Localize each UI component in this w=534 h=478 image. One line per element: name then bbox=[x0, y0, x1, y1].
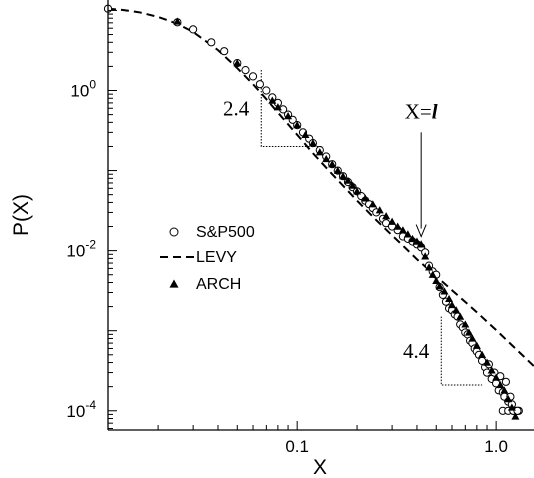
legend-label: S&P500 bbox=[196, 224, 255, 241]
arch-point bbox=[173, 17, 182, 25]
arch-point bbox=[393, 222, 402, 230]
legend-label: LEVY bbox=[196, 249, 237, 266]
arch-point bbox=[421, 252, 430, 260]
arch-point bbox=[487, 366, 496, 374]
arch-point bbox=[492, 373, 501, 381]
arch-point bbox=[301, 130, 310, 138]
levy-series bbox=[107, 7, 534, 367]
arch-point bbox=[361, 194, 370, 202]
arch-point bbox=[456, 312, 465, 320]
arch-point bbox=[504, 395, 513, 403]
arch-point bbox=[268, 96, 277, 104]
arch-point bbox=[461, 320, 470, 328]
slope-label-left: 2.4 bbox=[223, 96, 250, 120]
arch-point bbox=[507, 403, 516, 411]
arch-point bbox=[496, 380, 505, 389]
y-tick-label: 10-2 bbox=[66, 238, 96, 261]
slope-triangle-left bbox=[260, 70, 324, 147]
arch-point bbox=[328, 160, 337, 168]
arch-point bbox=[447, 300, 456, 309]
x-axis-title: X bbox=[313, 456, 327, 478]
arch-point bbox=[284, 112, 293, 120]
arch-point bbox=[308, 139, 317, 147]
arch-point bbox=[353, 187, 362, 195]
arch-point bbox=[425, 263, 434, 271]
y-tick-label: 100 bbox=[70, 77, 96, 100]
crossover-arrowhead bbox=[415, 224, 427, 238]
arch-point bbox=[472, 341, 481, 349]
arch-point bbox=[468, 334, 477, 342]
arch-point bbox=[315, 148, 324, 156]
slope-label-right: 4.4 bbox=[403, 339, 430, 363]
x-tick-label: 0.1 bbox=[285, 437, 309, 456]
y-axis-title: P(X) bbox=[10, 194, 33, 236]
sp500-series bbox=[103, 4, 523, 415]
arch-point bbox=[452, 306, 461, 314]
x-tick-label: 1.0 bbox=[484, 437, 508, 456]
arch-point bbox=[445, 294, 454, 303]
sp500-point bbox=[248, 72, 258, 81]
sp500-point bbox=[513, 406, 522, 415]
arch-point bbox=[428, 270, 437, 278]
sp500-point bbox=[262, 86, 271, 95]
legend-label: ARCH bbox=[196, 276, 241, 293]
arch-point bbox=[293, 121, 302, 129]
levy-line bbox=[107, 7, 534, 367]
arch-point bbox=[322, 154, 331, 163]
arch-point bbox=[375, 206, 384, 214]
arch-point bbox=[440, 287, 449, 295]
arch-point bbox=[435, 282, 444, 290]
annotations: 2.4 4.4 X=l bbox=[223, 70, 483, 386]
legend-marker-circle bbox=[169, 227, 179, 237]
sp500-point bbox=[501, 377, 510, 386]
arch-point bbox=[500, 386, 509, 394]
sp500-point bbox=[241, 66, 250, 75]
arch-point bbox=[348, 181, 357, 189]
sp500-point bbox=[255, 80, 264, 89]
arch-point bbox=[408, 234, 417, 243]
axes: 0.1 1.0 100 10-2 10-4 X P(X) bbox=[10, 0, 534, 478]
arch-point bbox=[398, 226, 407, 234]
arch-point bbox=[403, 230, 412, 238]
y-tick-label: 10-4 bbox=[66, 398, 96, 421]
arch-point bbox=[333, 166, 342, 174]
sp500-point bbox=[220, 47, 229, 56]
sp500-point bbox=[207, 38, 216, 47]
arch-point bbox=[233, 59, 242, 67]
arch-point bbox=[483, 358, 492, 366]
arch-point bbox=[464, 328, 473, 336]
legend-marker-triangle bbox=[169, 279, 179, 288]
arch-point bbox=[382, 212, 391, 220]
arch-point bbox=[368, 200, 377, 208]
arch-point bbox=[412, 237, 421, 245]
arch-point bbox=[388, 217, 397, 225]
arch-point bbox=[478, 350, 487, 358]
crossover-label: X=l bbox=[405, 99, 438, 123]
arch-point bbox=[343, 176, 352, 184]
arch-point bbox=[273, 103, 282, 111]
arch-point bbox=[432, 276, 441, 284]
legend: S&P500 LEVY ARCH bbox=[160, 224, 255, 293]
arch-point bbox=[417, 240, 426, 248]
arch-point bbox=[339, 172, 348, 180]
arch-series bbox=[173, 17, 520, 420]
sp500-point bbox=[189, 25, 198, 34]
arch-point bbox=[511, 412, 520, 420]
